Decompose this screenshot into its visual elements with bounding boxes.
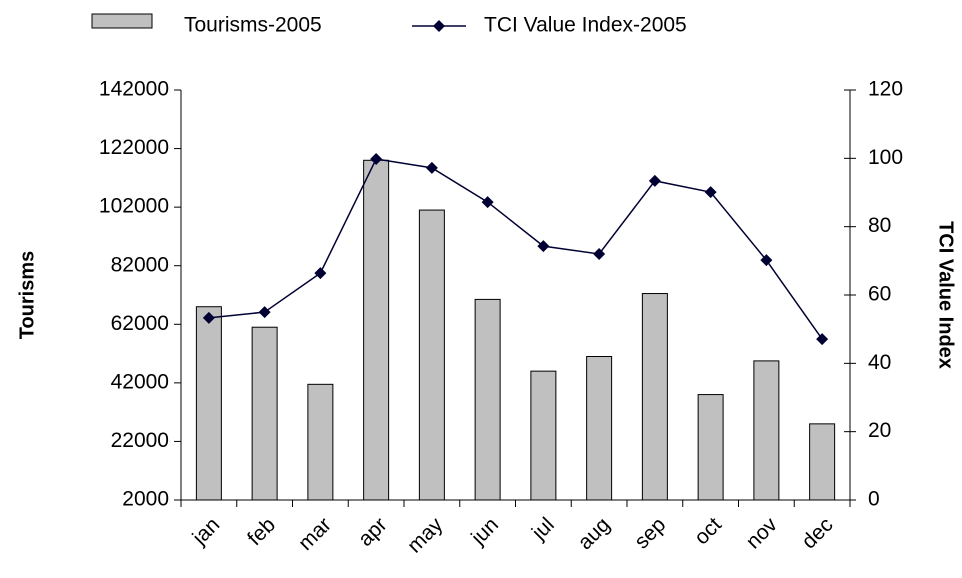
x-tick-label: aug <box>574 513 615 554</box>
y2-tick-label: 120 <box>868 78 903 101</box>
marker <box>314 267 327 280</box>
legend-marker <box>433 20 445 32</box>
x-tick-label: oct <box>690 513 726 549</box>
bar <box>418 209 445 501</box>
x-tick-label: apr <box>354 513 392 551</box>
y2-axis-title: TCI Value Index <box>935 221 957 369</box>
y2-tick-label: 20 <box>868 419 891 442</box>
x-tick-label: dec <box>797 513 837 553</box>
marker <box>425 161 438 174</box>
bar <box>251 326 278 501</box>
y2-tick-label: 80 <box>868 214 891 237</box>
y2-tick-label: 60 <box>868 283 891 306</box>
marker <box>202 311 215 324</box>
y-tick-label: 82000 <box>111 253 169 276</box>
y-axis-title: Tourisms <box>16 251 38 340</box>
marker <box>258 306 271 319</box>
bar <box>195 306 222 501</box>
bar <box>474 298 501 501</box>
y2-tick-label: 0 <box>868 488 880 511</box>
y-tick-label: 102000 <box>99 195 169 218</box>
y-tick-label: 42000 <box>111 370 169 393</box>
x-tick-label: feb <box>243 513 280 550</box>
y2-tick-label: 40 <box>868 351 891 374</box>
y-tick-label: 122000 <box>99 136 169 159</box>
x-tick-label: jul <box>527 513 559 545</box>
marker <box>370 153 383 166</box>
x-tick-label: may <box>403 513 448 558</box>
bar <box>697 394 724 501</box>
bar <box>753 360 780 501</box>
bar <box>363 159 390 501</box>
y-tick-label: 2000 <box>122 488 169 511</box>
bar <box>307 383 334 501</box>
line <box>208 158 823 340</box>
x-tick-label: sep <box>630 513 670 553</box>
x-tick-label: jun <box>466 513 503 550</box>
marker <box>481 196 494 209</box>
marker <box>760 254 773 267</box>
bar <box>809 423 836 501</box>
y2-tick-label: 100 <box>868 146 903 169</box>
marker <box>593 248 606 260</box>
y-tick-label: 62000 <box>111 312 169 335</box>
legend-label: Tourisms-2005 <box>184 14 322 37</box>
legend-label: TCI Value Index-2005 <box>484 14 687 37</box>
marker <box>648 174 661 187</box>
y-tick-label: 22000 <box>111 429 169 452</box>
marker <box>537 240 550 253</box>
x-tick-label: mar <box>294 513 336 555</box>
x-tick-label: jan <box>188 513 225 550</box>
marker <box>816 333 829 346</box>
bar <box>586 356 613 501</box>
y-tick-label: 142000 <box>99 78 169 101</box>
marker <box>704 186 717 199</box>
legend-swatch <box>91 13 153 29</box>
bar <box>530 370 557 501</box>
x-tick-label: nov <box>742 513 783 554</box>
bar <box>641 293 668 501</box>
